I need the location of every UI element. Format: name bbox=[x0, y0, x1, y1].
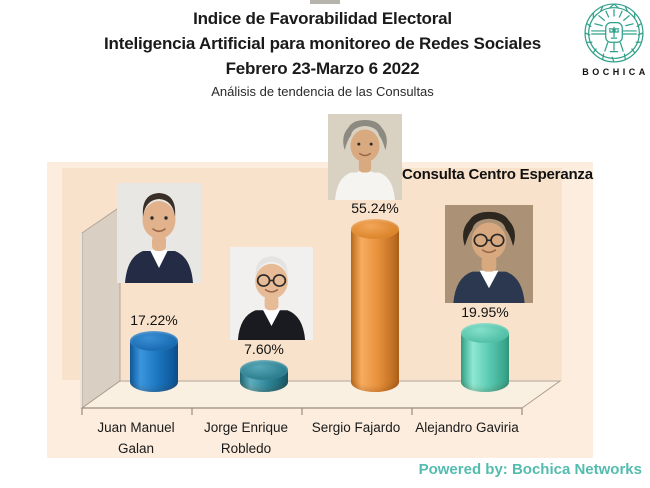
chart-title: Consulta Centro Esperanza bbox=[402, 166, 593, 183]
bar-top-cap bbox=[130, 331, 178, 351]
bar-cylinder-alejandro-gaviria bbox=[461, 323, 509, 402]
page-title-line2: Inteligencia Artificial para monitoreo d… bbox=[104, 34, 541, 53]
face bbox=[591, 22, 637, 53]
page-subtitle: Análisis de tendencia de las Consultas bbox=[211, 84, 434, 99]
header: Indice de Favorabilidad Electoral Inteli… bbox=[0, 6, 645, 102]
rim-segments bbox=[584, 3, 644, 63]
photo-alejandro-gaviria bbox=[445, 205, 533, 303]
bochica-logo: BOCHICA bbox=[578, 2, 650, 77]
photo-juan-manuel-galan bbox=[117, 183, 201, 283]
bar-top-cap bbox=[461, 323, 509, 343]
bar-value-label: 55.24% bbox=[351, 200, 399, 216]
bar-top-cap bbox=[351, 219, 399, 239]
bochica-emblem-icon bbox=[578, 2, 650, 64]
photo-jorge-enrique-robledo bbox=[230, 247, 313, 340]
page-title-line1: Indice de Favorabilidad Electoral bbox=[193, 9, 452, 28]
cropped-photo-remnant bbox=[310, 0, 340, 4]
brand-name: BOCHICA bbox=[582, 67, 649, 77]
powered-by-credit: Powered by: Bochica Networks bbox=[418, 461, 642, 478]
bar-value-label: 17.22% bbox=[130, 312, 178, 328]
category-label-alejandro-gaviria: Alejandro Gaviria bbox=[415, 420, 519, 435]
bar-value-label: 19.95% bbox=[461, 304, 509, 320]
bar-cylinder-juan-manuel-galan bbox=[130, 331, 178, 402]
bar-cylinder-jorge-enrique-robledo bbox=[240, 360, 288, 402]
category-label-juan-manuel-galan: Juan Manuel Galan bbox=[97, 420, 175, 456]
bar-value-label: 7.60% bbox=[244, 341, 284, 357]
bar-body bbox=[351, 229, 399, 392]
rays bbox=[594, 9, 634, 27]
photo-sergio-fajardo bbox=[328, 114, 402, 200]
category-label-jorge-enrique-robledo: Jorge Enrique Robledo bbox=[203, 420, 289, 456]
page-title-line3: Febrero 23-Marzo 6 2022 bbox=[225, 59, 420, 78]
category-label-sergio-fajardo: Sergio Fajardo bbox=[311, 420, 401, 435]
bar-top-cap bbox=[240, 360, 288, 380]
bar-cylinder-sergio-fajardo bbox=[351, 219, 399, 402]
